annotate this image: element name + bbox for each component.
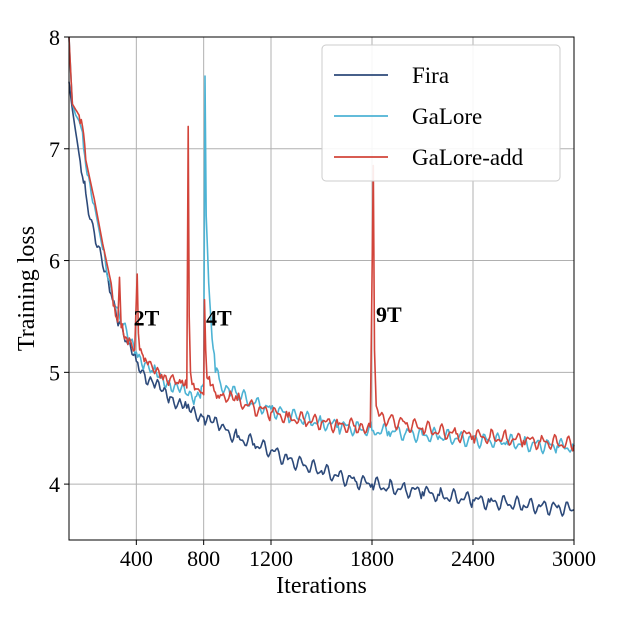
x-tick-label: 1200 bbox=[249, 546, 293, 571]
x-axis-label: Iterations bbox=[276, 573, 367, 599]
legend: Fira GaLore GaLore-add bbox=[321, 44, 561, 182]
annotation-label: 4T bbox=[206, 305, 232, 330]
annotation-label: 9T bbox=[376, 302, 402, 327]
y-tick-label: 5 bbox=[49, 360, 60, 385]
series-line-galore-add bbox=[68, 36, 575, 452]
annotation-label: 2T bbox=[134, 305, 160, 330]
annotations: 2T 4T 9T bbox=[134, 302, 402, 330]
series-line-galore bbox=[68, 36, 575, 455]
series-line-fira bbox=[68, 81, 575, 517]
x-tick-label: 3000 bbox=[552, 546, 596, 571]
y-axis-label: Training loss bbox=[14, 226, 40, 351]
x-tick-label: 800 bbox=[187, 546, 220, 571]
legend-label: GaLore bbox=[412, 104, 482, 129]
legend-box bbox=[321, 44, 561, 182]
plot-frame bbox=[68, 36, 575, 541]
legend-label: Fira bbox=[412, 63, 449, 88]
y-tick-label: 8 bbox=[49, 25, 60, 50]
legend-label: GaLore-add bbox=[412, 145, 524, 170]
x-tick-label: 400 bbox=[120, 546, 153, 571]
y-tick-label: 6 bbox=[49, 249, 60, 274]
y-tick-label: 4 bbox=[49, 472, 60, 497]
x-tick-label: 2400 bbox=[451, 546, 495, 571]
y-tick-label: 7 bbox=[49, 137, 60, 162]
x-tick-label: 1800 bbox=[350, 546, 394, 571]
axis-ticks: 400 800 1200 1800 2400 3000 4 5 6 7 8 bbox=[49, 25, 596, 571]
series-layer bbox=[68, 36, 575, 517]
